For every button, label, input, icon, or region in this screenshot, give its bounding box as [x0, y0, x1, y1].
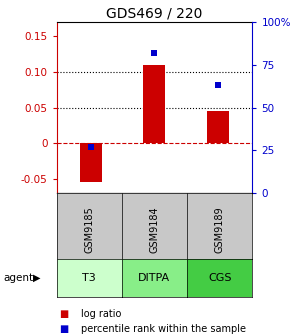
Text: T3: T3: [82, 273, 96, 283]
Text: agent: agent: [3, 273, 33, 283]
Text: ▶: ▶: [33, 273, 41, 283]
Bar: [80, 143, 102, 182]
Text: GSM9189: GSM9189: [215, 206, 225, 253]
Text: ■: ■: [59, 309, 69, 319]
Text: DITPA: DITPA: [138, 273, 171, 283]
Text: GSM9184: GSM9184: [149, 206, 160, 253]
Title: GDS469 / 220: GDS469 / 220: [106, 7, 203, 21]
Bar: [206, 111, 229, 143]
Text: GSM9185: GSM9185: [84, 206, 94, 253]
Text: log ratio: log ratio: [81, 309, 122, 319]
Bar: [143, 65, 166, 143]
Text: CGS: CGS: [208, 273, 231, 283]
Text: ■: ■: [59, 324, 69, 334]
Text: percentile rank within the sample: percentile rank within the sample: [81, 324, 246, 334]
